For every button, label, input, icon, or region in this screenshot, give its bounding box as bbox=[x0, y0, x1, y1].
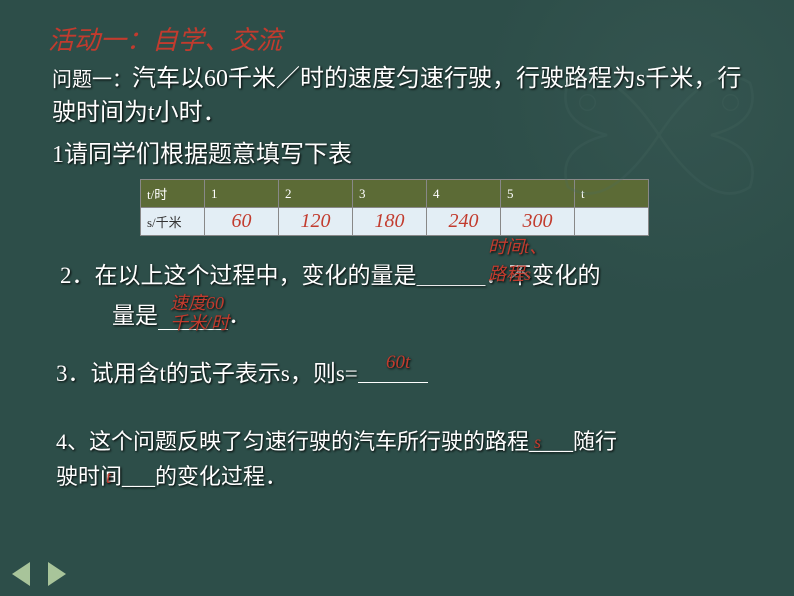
q2-period: ． bbox=[228, 303, 251, 328]
q4-answer-2: t bbox=[106, 463, 111, 492]
data-cell: 180 bbox=[353, 208, 427, 236]
header-cell: 5 bbox=[501, 180, 575, 208]
header-label: t/时 bbox=[141, 180, 205, 208]
data-table: t/时 1 2 3 4 5 t s/千米 60 120 180 240 300 bbox=[140, 179, 649, 236]
question-4: 4、这个问题反映了匀速行驶的汽车所行驶的路程____随行 驶时间___的变化过程… bbox=[56, 424, 754, 494]
q4-line1-pre: 4、这个问题反映了匀速行驶的汽车所行驶的路程 bbox=[56, 429, 529, 454]
q2-speed-answer-2: 千米/时 bbox=[170, 314, 229, 332]
q2-speed-answer-1: 速度60 bbox=[170, 294, 224, 312]
question-3: 3．试用含t的式子表示s，则s= 60t bbox=[56, 354, 754, 388]
prev-arrow-icon[interactable] bbox=[12, 562, 30, 586]
question-1-text: 问题一：汽车以60千米／时的速度匀速行驶，行驶路程为s千米，行驶时间为t小时． bbox=[52, 63, 754, 130]
header-cell: 2 bbox=[279, 180, 353, 208]
activity-title: 活动一：自学、交流 bbox=[48, 20, 754, 57]
data-cell bbox=[575, 208, 649, 236]
q4-line2-pre: 驶时间 bbox=[56, 464, 122, 489]
next-arrow-icon[interactable] bbox=[48, 562, 66, 586]
data-cell: 120 bbox=[279, 208, 353, 236]
data-cell: 300 bbox=[501, 208, 575, 236]
q2-answer-top: 时间t、 bbox=[488, 238, 547, 258]
header-cell: t bbox=[575, 180, 649, 208]
row-label: s/千米 bbox=[141, 208, 205, 236]
question-1-body: 汽车以60千米／时的速度匀速行驶，行驶路程为s千米，行驶时间为t小时． bbox=[52, 66, 741, 126]
table-data-row: s/千米 60 120 180 240 300 bbox=[141, 208, 649, 236]
q2b-text: 量是 bbox=[112, 303, 158, 328]
q4-line2-post: 的变化过程． bbox=[155, 464, 287, 489]
table-header-row: t/时 1 2 3 4 5 t bbox=[141, 180, 649, 208]
data-cell: 240 bbox=[427, 208, 501, 236]
instruction-1: 1请同学们根据题意填写下表 bbox=[52, 134, 754, 169]
q2-answer-bottom: 路程s bbox=[488, 260, 531, 286]
q4-blank2: ___ bbox=[122, 464, 155, 489]
data-cell: 60 bbox=[205, 208, 279, 236]
q3-text: 3．试用含t的式子表示s，则s= bbox=[56, 361, 358, 386]
question-2-line2: 量是 ． 速度60 千米/时 bbox=[112, 296, 754, 330]
question-1-label: 问题一： bbox=[52, 69, 132, 91]
header-cell: 3 bbox=[353, 180, 427, 208]
q4-line1-post: 随行 bbox=[573, 429, 617, 454]
q4-answer-1: s bbox=[534, 428, 541, 457]
question-2-line1: 2．在以上这个过程中，变化的量是＿＿＿．不变化的 时间t、 路程s bbox=[60, 256, 754, 290]
header-cell: 1 bbox=[205, 180, 279, 208]
q3-blank bbox=[358, 382, 428, 383]
q3-answer: 60t bbox=[386, 352, 410, 374]
header-cell: 4 bbox=[427, 180, 501, 208]
